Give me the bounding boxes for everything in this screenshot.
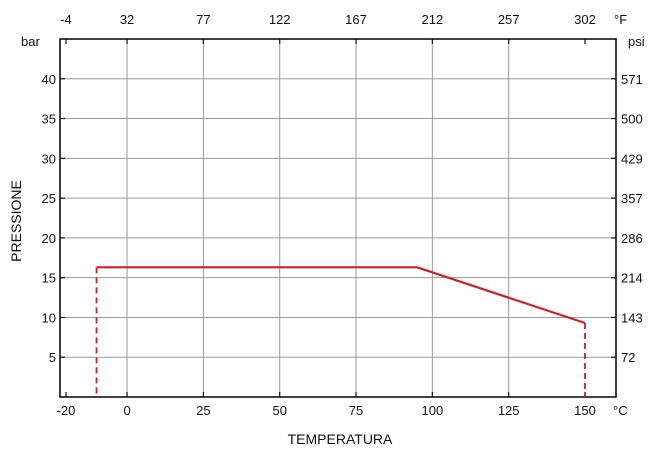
y-tick-label: 15 [42, 271, 56, 286]
x-tick-label: 25 [196, 403, 210, 418]
y-right-tick-label: 357 [621, 191, 643, 206]
y-right-tick-label: 72 [621, 350, 635, 365]
x-axis-title: TEMPERATURA [288, 431, 393, 447]
y-axis-title: PRESSIONE [8, 180, 24, 262]
x-tick-label: 50 [272, 403, 286, 418]
y-tick-label: 5 [49, 350, 56, 365]
y-tick-label: 20 [42, 231, 56, 246]
plot-frame [59, 38, 617, 398]
x-tick-label: 100 [422, 403, 444, 418]
x-tick-label: -20 [57, 403, 76, 418]
tick-labels: -20-403225775012275167100212125257150302… [42, 12, 643, 418]
y-right-unit-label: psi [628, 34, 645, 49]
y-tick-label: 30 [42, 151, 56, 166]
y-tick-label: 25 [42, 191, 56, 206]
series-line-path [96, 266, 586, 325]
y-right-tick-label: 429 [621, 151, 643, 166]
grid [60, 39, 616, 397]
y-right-tick-label: 286 [621, 231, 643, 246]
plot-border [59, 38, 617, 398]
x-top-tick-label: 302 [574, 12, 596, 27]
x-tick-label: 75 [349, 403, 363, 418]
x-top-tick-label: 167 [345, 12, 367, 27]
y-right-tick-label: 214 [621, 271, 643, 286]
x-tick-label: 150 [574, 403, 596, 418]
x-top-tick-label: 77 [196, 12, 210, 27]
y-right-tick-label: 571 [621, 72, 643, 87]
series-line [95, 266, 586, 397]
x-top-unit-label: °F [614, 12, 627, 27]
x-top-tick-label: 122 [269, 12, 291, 27]
x-unit-label: °C [613, 403, 628, 418]
y-unit-label: bar [21, 34, 40, 49]
x-top-tick-label: 257 [498, 12, 520, 27]
x-top-tick-label: 212 [422, 12, 444, 27]
y-right-tick-label: 500 [621, 112, 643, 127]
x-top-tick-label: -4 [60, 12, 72, 27]
x-top-tick-label: 32 [120, 12, 134, 27]
x-tick-label: 0 [123, 403, 130, 418]
x-tick-label: 125 [498, 403, 520, 418]
y-tick-label: 40 [42, 72, 56, 87]
y-right-tick-label: 143 [621, 310, 643, 325]
y-tick-label: 35 [42, 112, 56, 127]
y-tick-label: 10 [42, 310, 56, 325]
